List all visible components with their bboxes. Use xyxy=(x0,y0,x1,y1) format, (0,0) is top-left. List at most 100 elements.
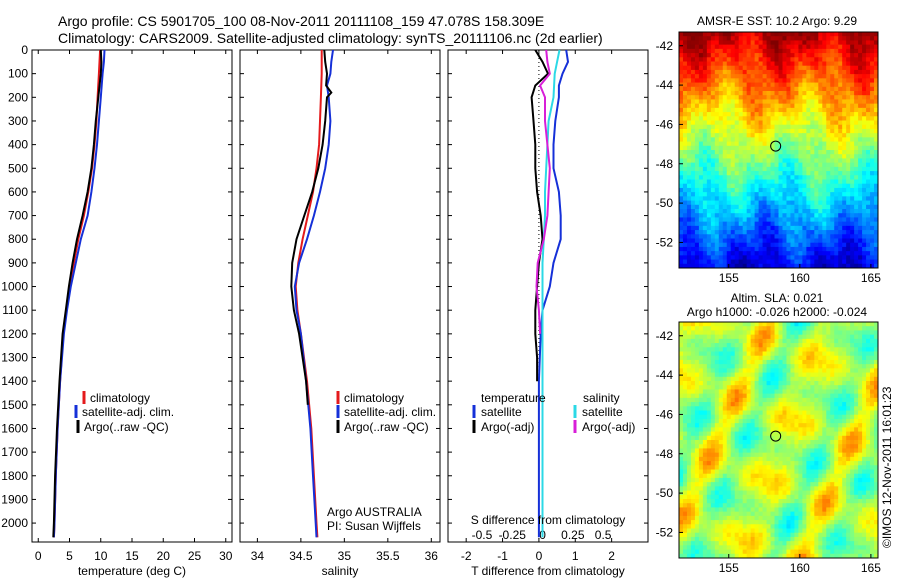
map-cell xyxy=(694,351,700,357)
s-tick-label: 0.25 xyxy=(561,528,585,542)
map-cell xyxy=(694,95,700,100)
map-cell xyxy=(738,44,744,50)
map-cell xyxy=(698,431,704,437)
map-cell xyxy=(766,154,772,159)
map-cell xyxy=(750,230,756,235)
map-cell xyxy=(782,86,787,92)
map-cell xyxy=(778,364,783,369)
map-cell xyxy=(690,255,696,261)
map-cell xyxy=(854,355,859,361)
map-cell xyxy=(846,133,851,138)
map-y-tick-label: -46 xyxy=(656,117,674,131)
map-cell xyxy=(862,40,867,46)
map-cell xyxy=(742,444,748,449)
map-cell xyxy=(766,326,772,331)
map-cell xyxy=(790,255,795,261)
map-cell xyxy=(770,204,776,210)
map-cell xyxy=(842,91,847,96)
map-cell xyxy=(710,435,716,441)
map-cell xyxy=(814,128,819,134)
map-cell xyxy=(774,200,779,206)
map-cell xyxy=(858,65,863,71)
map-cell xyxy=(694,431,700,437)
map-cell xyxy=(698,107,704,113)
map-cell xyxy=(866,351,871,357)
map-cell xyxy=(758,187,764,193)
map-cell xyxy=(774,171,779,176)
map-cell xyxy=(782,166,787,172)
map-cell xyxy=(798,53,803,58)
map-cell xyxy=(742,393,748,399)
map-cell xyxy=(870,322,875,327)
map-cell xyxy=(710,234,716,239)
map-cell xyxy=(858,209,863,214)
map-cell xyxy=(814,32,819,37)
map-cell xyxy=(722,473,728,479)
map-cell xyxy=(738,381,744,386)
map-cell xyxy=(786,65,791,71)
map-cell xyxy=(686,78,692,84)
map-cell xyxy=(862,179,867,185)
map-cell xyxy=(818,423,823,428)
map-cell xyxy=(782,397,787,403)
map-cell xyxy=(730,196,736,202)
map-cell xyxy=(770,179,776,185)
map-cell xyxy=(722,91,728,96)
map-cell xyxy=(786,406,791,411)
map-cell xyxy=(854,427,859,433)
map-cell xyxy=(846,217,851,223)
map-cell xyxy=(794,376,799,382)
map-cell xyxy=(862,158,867,164)
map-cell xyxy=(682,414,688,420)
map-cell xyxy=(698,69,704,75)
map-cell xyxy=(782,347,787,352)
map-cell xyxy=(750,112,756,117)
map-cell xyxy=(742,120,748,126)
map-cell xyxy=(738,347,744,352)
map-cell xyxy=(714,120,720,126)
map-cell xyxy=(754,322,760,327)
map-cell xyxy=(822,133,827,138)
map-cell xyxy=(718,259,724,265)
map-cell xyxy=(762,389,768,395)
map-cell xyxy=(706,61,712,67)
map-cell xyxy=(818,225,823,231)
map-cell xyxy=(750,145,756,151)
map-cell xyxy=(778,385,783,390)
map-cell xyxy=(854,183,859,189)
map-cell xyxy=(710,44,716,50)
map-cell xyxy=(690,175,696,180)
map-cell xyxy=(710,402,716,407)
map-cell xyxy=(686,469,692,475)
map-cell xyxy=(866,99,871,105)
map-cell xyxy=(870,171,875,176)
map-cell xyxy=(846,192,851,197)
map-cell xyxy=(738,393,744,399)
map-cell xyxy=(822,137,827,143)
map-cell xyxy=(718,74,724,79)
map-cell xyxy=(862,431,867,437)
map-cell xyxy=(782,351,787,357)
map-cell xyxy=(702,225,708,231)
map-cell xyxy=(682,150,688,155)
map-cell xyxy=(862,61,867,67)
map-cell xyxy=(794,158,799,164)
map-cell xyxy=(838,91,843,96)
map-cell xyxy=(702,230,708,235)
map-cell xyxy=(862,200,867,206)
map-cell xyxy=(798,150,803,155)
map-cell xyxy=(834,347,839,352)
map-cell xyxy=(738,368,744,374)
map-cell xyxy=(830,448,835,454)
map-cell xyxy=(822,259,827,265)
map-cell xyxy=(774,389,779,395)
map-cell xyxy=(802,368,807,374)
map-cell xyxy=(738,343,744,348)
map-cell xyxy=(718,242,724,248)
map-cell xyxy=(802,133,807,138)
map-cell xyxy=(814,406,819,411)
map-cell xyxy=(758,414,764,420)
map-cell xyxy=(858,418,863,424)
map-cell xyxy=(738,418,744,424)
map-cell xyxy=(686,406,692,411)
